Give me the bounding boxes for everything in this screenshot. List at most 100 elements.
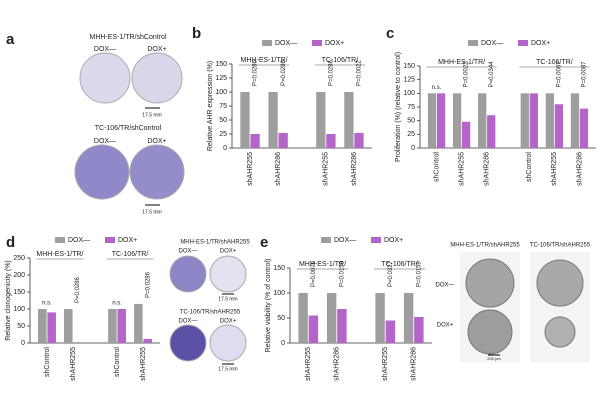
bar [240, 92, 250, 148]
y-tick-label: 150 [215, 61, 227, 68]
scale-label: 17.5 mm [218, 296, 237, 302]
annotation: P=0.0087 [582, 61, 588, 88]
bar [385, 320, 396, 343]
bar [487, 115, 496, 148]
bar [298, 293, 308, 343]
bar [278, 132, 288, 148]
group-label: MHH-ES-1/TR/ [299, 261, 346, 268]
group-label: MHH-ES-1/TR/ [438, 59, 485, 66]
y-tick-label: 150 [403, 63, 415, 70]
scale-label: 17.5 mm [142, 112, 161, 118]
condition-label: DOX— [94, 46, 116, 53]
bar [268, 92, 278, 148]
x-tick-label: shAHR255 [140, 347, 147, 381]
bar [337, 309, 347, 343]
x-tick-label: shControl [44, 347, 51, 377]
annotation: P=0.0087 [556, 61, 562, 88]
condition-label: DOX— [94, 138, 116, 145]
bar [38, 309, 47, 343]
bar [427, 93, 437, 148]
y-tick-label: 50 [17, 323, 25, 330]
image-title: MHH-ES-1/TR/shControl [89, 34, 166, 41]
legend-label: DOX— [68, 237, 90, 244]
annotation: P=0.0286 [253, 59, 259, 86]
bar [545, 93, 555, 148]
y-tick-label: 0 [223, 145, 227, 152]
x-tick-label: shAHR255 [247, 152, 254, 186]
bar [529, 93, 538, 148]
bar [579, 108, 589, 148]
image-title: MHH-ES-1/TR/shAHR255 [180, 240, 250, 246]
bar [554, 104, 564, 148]
image-title: MHH-ES-1/TR/shAHR255 [450, 243, 520, 249]
group-label: TC-106/TR/ [112, 251, 149, 258]
condition-label: DOX— [178, 319, 197, 325]
bar [63, 309, 73, 343]
bar [143, 338, 152, 343]
y-tick-label: 100 [13, 306, 25, 313]
legend-swatch [371, 237, 381, 243]
annotation: n.s. [42, 301, 52, 307]
y-axis-label: Relative clonogenicity (%) [5, 260, 12, 341]
y-tick-label: 75 [219, 103, 227, 110]
group-label: MHH-ES-1/TR/ [36, 251, 83, 258]
annotation: P=0.0344 [489, 61, 495, 88]
y-tick-label: 50 [277, 315, 285, 322]
dish [209, 255, 247, 293]
image-title: TC-106/TR/shAHR255 [180, 310, 241, 316]
condition-label: DOX+ [437, 323, 454, 329]
annotation: P=0.0022 [357, 59, 363, 86]
annotation: P=0.0159 [339, 260, 345, 287]
scale-label: 17.5 mm [218, 366, 237, 372]
legend-swatch [312, 40, 322, 46]
image-title: TC-106/TR/shAHR255 [530, 243, 591, 249]
bar [570, 93, 580, 148]
bar [250, 134, 260, 148]
panel-label: e [260, 234, 268, 251]
condition-label: DOX— [178, 249, 197, 255]
annotation: n.s. [112, 301, 122, 307]
condition-label: DOX+ [147, 138, 166, 145]
bar [326, 293, 337, 343]
x-tick-label: shAHR255 [551, 152, 558, 186]
x-tick-label: shAHR255 [323, 152, 330, 186]
bar [316, 92, 326, 148]
legend-swatch [55, 237, 65, 243]
dish [131, 52, 183, 104]
x-tick-label: shAHR286 [334, 347, 341, 381]
condition-label: DOX+ [147, 46, 166, 53]
scale-label: 17.5 mm [142, 209, 161, 215]
y-tick-label: 150 [273, 265, 285, 272]
group-label: TC-106/TR/ [322, 57, 359, 64]
annotation: P=0.0159 [416, 260, 422, 287]
spheroid [544, 316, 576, 348]
y-tick-label: 100 [403, 90, 415, 97]
y-axis-label: Relative AHR expression (%) [207, 61, 214, 151]
dish [169, 324, 207, 362]
bar [414, 317, 424, 343]
spheroid [465, 258, 515, 308]
x-tick-label: shAHR255 [305, 347, 312, 381]
legend-swatch [262, 40, 272, 46]
group-label: TC-106/TR/ [381, 261, 418, 268]
x-tick-label: shControl [526, 152, 533, 182]
legend-label: DOX+ [325, 40, 344, 47]
y-axis-label: Proliferation (%) (relative to control) [395, 52, 402, 162]
legend-label: DOX+ [384, 237, 403, 244]
legend-swatch [468, 40, 478, 46]
panel-label: c [386, 25, 394, 42]
y-tick-label: 100 [273, 290, 285, 297]
annotation: P=0.0022 [464, 61, 470, 88]
bar [117, 309, 127, 343]
bar [354, 132, 364, 148]
x-tick-label: shAHR255 [458, 152, 465, 186]
x-tick-label: shAHR286 [275, 152, 282, 186]
y-tick-label: 125 [215, 75, 227, 82]
condition-label: DOX— [435, 283, 454, 289]
x-tick-label: shControl [433, 152, 440, 182]
spheroid [536, 259, 584, 307]
bar [47, 312, 56, 343]
bar [452, 93, 462, 148]
dish [209, 324, 247, 362]
annotation: P=0.0286 [145, 271, 151, 298]
